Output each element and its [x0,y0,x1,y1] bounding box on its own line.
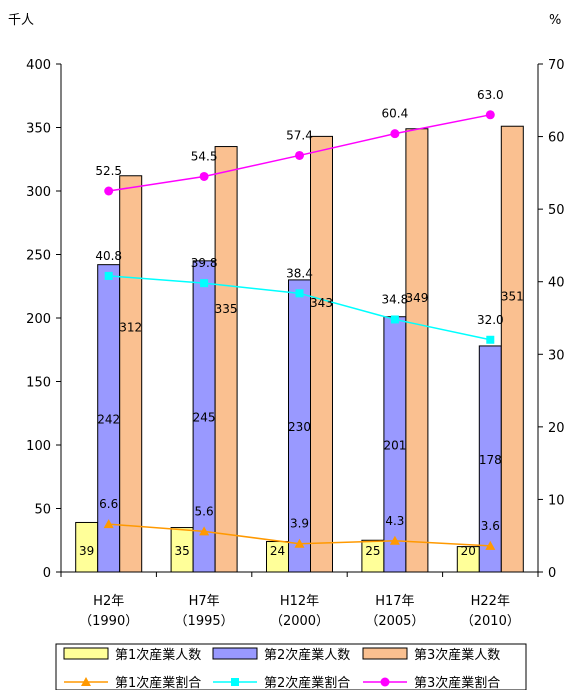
left-tick-label: 50 [34,503,51,518]
left-tick-label: 400 [26,58,51,73]
bar-value-label: 35 [174,544,189,558]
right-tick-label: 30 [548,348,565,363]
bar-value-label: 335 [215,302,238,316]
right-tick-label: 10 [548,493,565,508]
line-value-label: 54.5 [191,149,218,163]
axes: 0 50 100 150 200 250 300 350 400 0 10 20 30 40 50 60 70 千… [8,13,565,629]
line-marker-square [295,289,304,298]
bar-value-label: 39 [79,544,94,558]
line-value-label: 5.6 [195,504,214,518]
x-tick-label: H17年 [375,594,414,609]
legend-swatch [362,647,408,660]
line-value-label: 38.4 [286,266,313,280]
right-tick-label: 50 [548,203,565,218]
line-value-label: 63.0 [477,88,504,102]
x-tick-sublabel: （1990） [79,614,138,629]
legend-swatch [63,647,109,660]
bar-value-label: 24 [270,544,285,558]
bar-series3 [500,125,524,573]
line-value-label: 6.6 [99,497,118,511]
line-marker-circle [104,186,114,196]
x-tick-label: H12年 [280,594,319,609]
line-marker-square [200,279,209,288]
line-value-label: 40.8 [95,249,122,263]
left-tick-label: 250 [26,249,51,264]
legend-label: 第2次産業割合 [264,675,350,690]
line-value-label: 34.8 [382,292,409,306]
left-tick-label: 100 [26,439,51,454]
line-marker-triangle [199,526,210,536]
right-tick-label: 70 [548,58,565,73]
data-labels: 39 35 24 25 20 242 245 230 201 178 312 335 343 349 351… [79,88,524,558]
line-marker-square [104,271,113,280]
bar-series3 [405,128,429,573]
x-tick-sublabel: （2010） [461,614,520,629]
bar-value-label: 201 [383,438,406,452]
legend-label: 第1次産業割合 [115,675,201,690]
line-marker-square [390,315,399,324]
right-tick-label: 20 [548,421,565,436]
right-axis-unit: % [549,13,561,28]
x-tick-label: H2年 [93,594,124,609]
legend-label: 第3次産業割合 [414,675,500,690]
left-tick-label: 150 [26,376,51,391]
line-marker-circle [295,150,304,160]
right-tick-label: 0 [548,566,556,581]
line-marker-square [231,678,239,686]
x-tick-sublabel: （2000） [270,614,329,629]
bar-value-label: 349 [405,291,428,305]
line-marker-triangle [294,538,305,548]
left-axis-unit: 千人 [8,13,34,28]
line-marker-circle [380,677,390,687]
line-marker-square [486,335,495,344]
x-tick-sublabel: （2005） [365,614,424,629]
left-tick-label: 300 [26,185,51,200]
right-tick-label: 40 [548,276,565,291]
legend-label: 第1次産業人数 [115,647,201,663]
bar-value-label: 351 [501,290,524,304]
line-marker-triangle [103,519,114,529]
line-marker-triangle [485,540,496,550]
legend-label: 第3次産業人数 [414,647,500,663]
bar-series3 [214,146,238,573]
bar-value-label: 20 [461,544,476,558]
lines [103,110,496,550]
x-tick-label: H22年 [471,594,510,609]
line-marker-circle [485,110,495,120]
line-value-label: 60.4 [382,107,409,121]
left-tick-label: 200 [26,312,51,327]
x-tick-label: H7年 [189,594,220,609]
left-tick-label: 0 [43,566,51,581]
line-value-label: 52.5 [95,164,122,178]
left-tick-label: 350 [26,122,51,137]
line-marker-circle [390,129,400,139]
bar-value-label: 312 [119,320,142,334]
bar-value-label: 25 [365,544,380,558]
line-marker-triangle [389,535,400,545]
line-marker-circle [199,171,209,181]
line-value-label: 57.4 [286,128,313,142]
line-value-label: 4.3 [385,514,404,528]
bar-value-label: 343 [310,296,333,310]
right-tick-label: 60 [548,131,565,146]
bar-value-label: 178 [479,453,502,467]
bar-series3 [119,175,143,573]
line-marker-triangle [81,677,91,686]
bar-value-label: 242 [97,412,120,426]
bar-value-label: 230 [288,420,311,434]
legend-box [55,643,527,690]
line-value-label: 3.6 [481,519,500,533]
bar-value-label: 245 [193,410,216,424]
bars [75,125,524,573]
legend-swatch [212,647,258,660]
legend-label: 第2次産業人数 [264,647,350,663]
bar-series3 [310,135,333,573]
line-value-label: 3.9 [290,517,309,531]
line-value-label: 32.0 [477,313,504,327]
x-tick-sublabel: （1995） [175,614,234,629]
line-value-label: 39.8 [191,256,218,270]
